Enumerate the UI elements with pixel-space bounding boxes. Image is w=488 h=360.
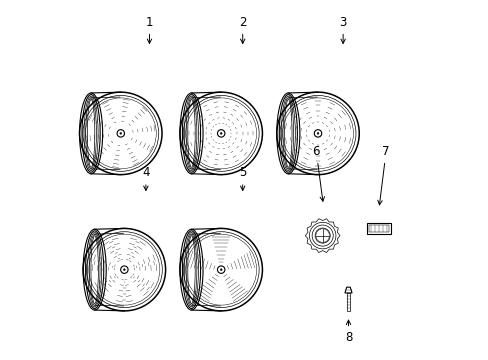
Text: 3: 3 — [339, 16, 346, 44]
Text: 4: 4 — [142, 166, 149, 190]
Bar — [368, 225, 388, 232]
Circle shape — [120, 132, 122, 134]
Circle shape — [220, 132, 222, 134]
Bar — [346, 293, 349, 311]
Text: 7: 7 — [377, 145, 389, 205]
Text: 6: 6 — [312, 145, 324, 201]
Text: 8: 8 — [344, 320, 351, 344]
Bar — [366, 223, 390, 234]
Circle shape — [316, 132, 318, 134]
Circle shape — [220, 269, 222, 271]
Circle shape — [123, 269, 125, 271]
Text: 2: 2 — [239, 16, 246, 44]
Text: 1: 1 — [145, 16, 153, 44]
Text: 5: 5 — [239, 166, 246, 190]
